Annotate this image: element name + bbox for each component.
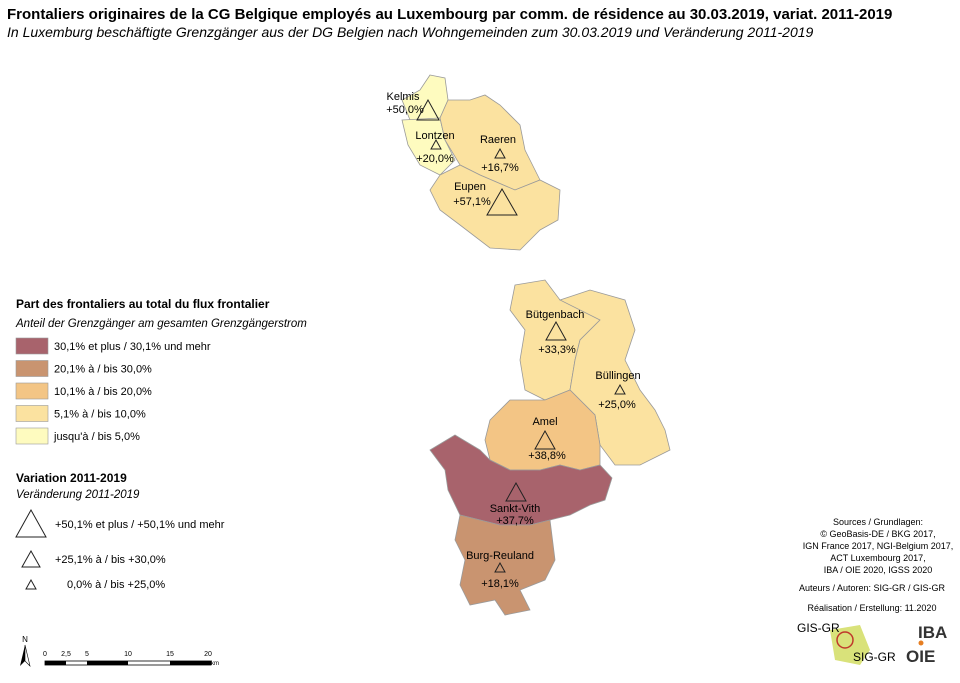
municipality-name: Büllingen <box>595 370 640 382</box>
legend-label: 5,1% à / bis 10,0% <box>54 409 146 421</box>
burg-reuland-area <box>454 514 556 616</box>
municipality-name: Sankt-Vith <box>490 503 541 515</box>
legend-label: 20,1% à / bis 30,0% <box>54 364 152 376</box>
north-label: N <box>22 635 28 644</box>
variation-label: +20,0% <box>416 153 454 165</box>
scale-segment <box>45 661 66 665</box>
legend-swatch <box>15 427 49 445</box>
authors: Auteurs / Autoren: SIG-GR / GIS-GR <box>799 583 946 593</box>
title: Frontaliers originaires de la CG Belgiqu… <box>7 6 892 23</box>
scale-unit: km <box>211 661 219 667</box>
scale-tick: 5 <box>85 651 89 658</box>
legend-label: +50,1% et plus / +50,1% und mehr <box>55 519 225 531</box>
legend-subtitle: Veränderung 2011-2019 <box>16 489 140 501</box>
variation-label: +16,7% <box>481 162 519 174</box>
triangle-medium <box>534 429 556 450</box>
subtitle: In Luxemburg beschäftigte Grenzgänger au… <box>7 24 814 40</box>
scale-segment <box>87 661 128 665</box>
scale-segment <box>170 661 211 665</box>
legend-swatch <box>15 360 49 377</box>
legend-label: 10,1% à / bis 20,0% <box>54 386 152 398</box>
source-line: Sources / Grundlagen: <box>833 517 923 527</box>
triangle-large <box>486 187 518 216</box>
logo-text: GIS-GR <box>797 621 840 635</box>
legend-share-items: 30,1% et plus / 30,1% und mehr 20,1% à / … <box>15 337 211 445</box>
variation-label: +37,7% <box>496 515 534 527</box>
legend-triangle-small <box>25 578 37 590</box>
variation-label: +33,3% <box>538 344 576 356</box>
sources: Sources / Grundlagen: © GeoBasis-DE / BK… <box>799 517 953 613</box>
variation-label: +25,0% <box>598 399 636 411</box>
legend-label: 30,1% et plus / 30,1% und mehr <box>54 341 211 353</box>
north-arrow: N <box>20 635 31 667</box>
labels: Kelmis +50,0% Lontzen +20,0% Raeren +16,… <box>386 91 640 590</box>
logo-text: OIE <box>906 647 935 666</box>
triangle-small <box>430 138 442 150</box>
arrow <box>24 644 31 667</box>
legend-title: Part des frontaliers au total du flux fr… <box>16 297 270 311</box>
legend-share: Part des frontaliers au total du flux fr… <box>15 297 307 330</box>
scale-tick: 0 <box>43 651 47 658</box>
variation-label: +57,1% <box>453 196 491 208</box>
legend-triangle-medium <box>21 549 41 568</box>
triangle-medium <box>545 320 567 341</box>
municipalities <box>401 74 671 616</box>
raeren-area <box>439 94 541 191</box>
legend-swatch <box>15 382 49 400</box>
triangle-small <box>494 561 506 573</box>
legend-subtitle: Anteil der Grenzgänger am gesamten Grenz… <box>15 318 307 330</box>
scale-tick: 20 <box>204 651 212 658</box>
triangle-small <box>494 147 506 159</box>
triangle-large <box>416 98 440 121</box>
logo-text: SIG-GR <box>853 650 896 664</box>
logo-text: IBA <box>918 623 947 642</box>
municipality-name: Raeren <box>480 134 516 146</box>
legend-label: 0,0% à / bis +25,0% <box>67 579 165 591</box>
source-line: IGN France 2017, NGI-Belgium 2017, <box>803 541 954 551</box>
bullingen-area <box>558 289 671 466</box>
source-line: IBA / OIE 2020, IGSS 2020 <box>824 565 933 575</box>
scale-tick: 15 <box>166 651 174 658</box>
variation-symbols <box>416 98 626 573</box>
legend-title: Variation 2011-2019 <box>16 471 127 485</box>
legend-label: jusqu'à / bis 5,0% <box>53 431 140 443</box>
scale-bar: 0 2,5 5 10 15 20 km <box>43 651 219 667</box>
scale-tick: 2,5 <box>61 651 71 658</box>
source-line: ACT Luxembourg 2017, <box>830 553 925 563</box>
source-line: © GeoBasis-DE / BKG 2017, <box>820 529 935 539</box>
triangle-small <box>614 383 626 395</box>
municipality-name: Amel <box>532 416 557 428</box>
eupen-area <box>429 164 561 251</box>
legend-swatch <box>15 405 49 422</box>
municipality-name: Lontzen <box>415 130 454 142</box>
legend-variation: Variation 2011-2019 Veränderung 2011-201… <box>15 471 225 591</box>
scale-tick: 10 <box>124 651 132 658</box>
realisation: Réalisation / Erstellung: 11.2020 <box>808 603 937 613</box>
legend-triangle-large <box>15 508 47 538</box>
legend-label: +25,1% à / bis +30,0% <box>55 554 166 566</box>
municipality-name: Burg-Reuland <box>466 550 534 562</box>
variation-label: +38,8% <box>528 450 566 462</box>
variation-label: +50,0% <box>386 104 424 116</box>
logos: GIS-GR SIG-GR IBA OIE <box>797 621 947 666</box>
legend-swatch <box>15 337 49 355</box>
municipality-name: Bütgenbach <box>526 309 585 321</box>
municipality-name: Kelmis <box>386 91 420 103</box>
triangle-medium <box>505 481 527 502</box>
municipality-name: Eupen <box>454 181 486 193</box>
logo-target <box>836 631 854 649</box>
arrow <box>20 645 25 666</box>
logo-shape <box>830 625 870 665</box>
logo-dot <box>918 640 924 646</box>
variation-label: +18,1% <box>481 578 519 590</box>
